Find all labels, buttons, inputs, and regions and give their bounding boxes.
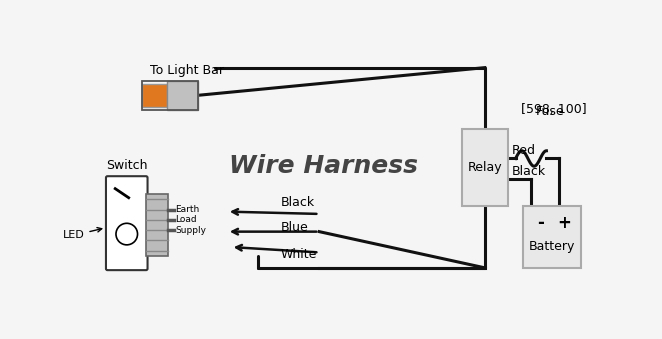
Text: -: -: [537, 215, 544, 233]
Text: White: White: [281, 248, 317, 261]
Text: Blue: Blue: [281, 221, 308, 234]
Bar: [523, 206, 581, 268]
Text: Battery: Battery: [529, 240, 575, 253]
Text: Supply: Supply: [175, 226, 207, 235]
Text: Black: Black: [512, 165, 546, 178]
Text: Earth: Earth: [175, 205, 199, 214]
Text: Fuse: Fuse: [536, 105, 565, 118]
Text: Wire Harness: Wire Harness: [228, 154, 418, 178]
Bar: [461, 129, 508, 206]
Text: Relay: Relay: [467, 161, 502, 174]
Bar: [142, 81, 197, 110]
Text: Load: Load: [175, 215, 197, 224]
Text: Red: Red: [512, 144, 536, 157]
Text: [598, 100]: [598, 100]: [521, 103, 587, 116]
Bar: [146, 194, 167, 256]
Text: To Light Bar: To Light Bar: [150, 64, 224, 77]
Text: +: +: [557, 215, 571, 233]
Bar: [167, 81, 197, 110]
Text: LED: LED: [63, 227, 102, 240]
Bar: [142, 84, 167, 107]
Text: Black: Black: [281, 196, 315, 209]
Text: Switch: Switch: [106, 159, 148, 172]
FancyBboxPatch shape: [106, 176, 148, 270]
